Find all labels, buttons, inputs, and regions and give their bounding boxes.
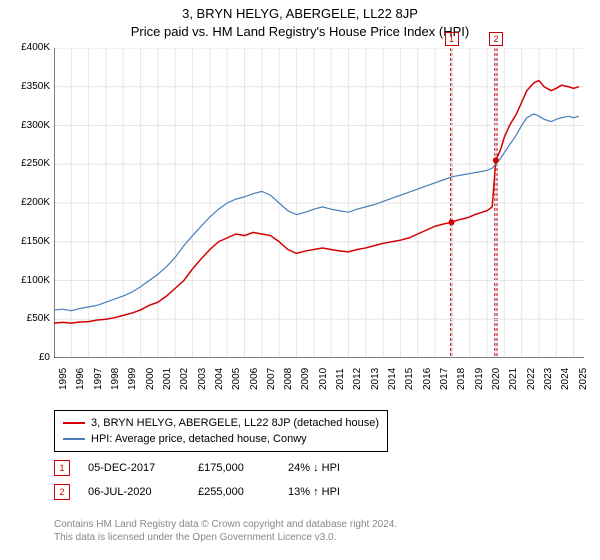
- chart-container: 3, BRYN HELYG, ABERGELE, LL22 8JP Price …: [0, 0, 600, 560]
- callout-marker: 1: [445, 32, 459, 46]
- chart-title-line1: 3, BRYN HELYG, ABERGELE, LL22 8JP: [0, 6, 600, 21]
- transaction-marker: 2: [54, 484, 70, 500]
- x-tick-label: 2014: [387, 368, 398, 390]
- legend-box: 3, BRYN HELYG, ABERGELE, LL22 8JP (detac…: [54, 410, 388, 452]
- y-tick-label: £250K: [8, 158, 50, 169]
- legend-row-1: 3, BRYN HELYG, ABERGELE, LL22 8JP (detac…: [63, 415, 379, 431]
- transaction-delta: 13% ↑ HPI: [288, 486, 408, 498]
- y-tick-label: £0: [8, 352, 50, 363]
- x-tick-label: 2021: [508, 368, 519, 390]
- x-tick-label: 1998: [110, 368, 121, 390]
- transaction-date: 05-DEC-2017: [88, 462, 198, 474]
- y-tick-label: £300K: [8, 120, 50, 131]
- x-tick-label: 2000: [145, 368, 156, 390]
- legend-row-2: HPI: Average price, detached house, Conw…: [63, 431, 379, 447]
- y-tick-label: £50K: [8, 313, 50, 324]
- x-tick-label: 2016: [422, 368, 433, 390]
- x-tick-label: 2009: [300, 368, 311, 390]
- y-tick-label: £150K: [8, 236, 50, 247]
- callout-marker: 2: [489, 32, 503, 46]
- plot-svg: [54, 48, 584, 358]
- transaction-price: £175,000: [198, 462, 288, 474]
- x-tick-label: 2013: [370, 368, 381, 390]
- footer-line1: Contains HM Land Registry data © Crown c…: [54, 518, 397, 531]
- y-tick-label: £400K: [8, 42, 50, 53]
- x-tick-label: 1996: [75, 368, 86, 390]
- footer-attribution: Contains HM Land Registry data © Crown c…: [54, 518, 397, 544]
- x-tick-label: 2007: [266, 368, 277, 390]
- transaction-row: 1 05-DEC-2017£175,00024% ↓ HPI: [54, 460, 408, 476]
- legend-swatch-1: [63, 422, 85, 424]
- x-tick-label: 1995: [58, 368, 69, 390]
- plot-area: [54, 48, 584, 358]
- chart-title-line2: Price paid vs. HM Land Registry's House …: [0, 24, 600, 39]
- transaction-date: 06-JUL-2020: [88, 486, 198, 498]
- x-tick-label: 2018: [456, 368, 467, 390]
- x-tick-label: 2002: [179, 368, 190, 390]
- x-tick-label: 2023: [543, 368, 554, 390]
- y-tick-label: £350K: [8, 81, 50, 92]
- transaction-row: 2 06-JUL-2020£255,00013% ↑ HPI: [54, 484, 408, 500]
- legend-swatch-2: [63, 438, 85, 440]
- x-tick-label: 2017: [439, 368, 450, 390]
- x-tick-label: 2001: [162, 368, 173, 390]
- x-tick-label: 2024: [560, 368, 571, 390]
- x-tick-label: 2012: [352, 368, 363, 390]
- legend-label-1: 3, BRYN HELYG, ABERGELE, LL22 8JP (detac…: [91, 415, 379, 431]
- footer-line2: This data is licensed under the Open Gov…: [54, 531, 397, 544]
- x-tick-label: 2006: [249, 368, 260, 390]
- x-tick-label: 2010: [318, 368, 329, 390]
- x-tick-label: 2004: [214, 368, 225, 390]
- x-tick-label: 1999: [127, 368, 138, 390]
- x-tick-label: 2015: [404, 368, 415, 390]
- x-tick-label: 2008: [283, 368, 294, 390]
- x-tick-label: 2005: [231, 368, 242, 390]
- legend-label-2: HPI: Average price, detached house, Conw…: [91, 431, 307, 447]
- y-tick-label: £100K: [8, 275, 50, 286]
- y-tick-label: £200K: [8, 197, 50, 208]
- x-tick-label: 2020: [491, 368, 502, 390]
- x-tick-label: 1997: [93, 368, 104, 390]
- x-tick-label: 2011: [335, 368, 346, 390]
- transaction-marker: 1: [54, 460, 70, 476]
- x-tick-label: 2025: [578, 368, 589, 390]
- transaction-delta: 24% ↓ HPI: [288, 462, 408, 474]
- x-tick-label: 2003: [197, 368, 208, 390]
- transaction-price: £255,000: [198, 486, 288, 498]
- x-tick-label: 2022: [526, 368, 537, 390]
- x-tick-label: 2019: [474, 368, 485, 390]
